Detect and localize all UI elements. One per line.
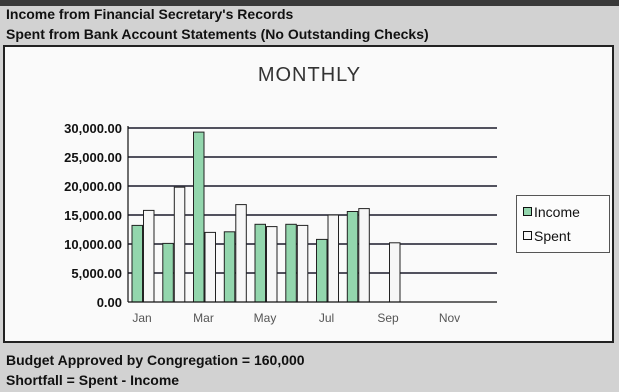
bar-income xyxy=(346,211,359,303)
chart-title: MONTHLY xyxy=(257,64,362,86)
bar-spent xyxy=(296,224,309,303)
bar-spent xyxy=(235,204,247,303)
x-tick-label: Sep xyxy=(377,311,399,325)
header-line-2: Spent from Bank Account Statements (No O… xyxy=(6,26,429,42)
y-tick-label: 5,000.00 xyxy=(71,266,122,281)
bar-spent xyxy=(327,214,339,303)
bar-income xyxy=(193,131,205,303)
bar-spent xyxy=(266,226,278,303)
y-tick-label: 0.00 xyxy=(97,295,122,310)
bar-spent xyxy=(204,231,216,303)
scan-edge xyxy=(0,0,619,6)
x-tick-label: Jan xyxy=(132,311,151,325)
bar-income xyxy=(316,238,328,303)
legend-swatch-spent xyxy=(523,231,532,240)
bar-income xyxy=(162,242,174,303)
bar-spent xyxy=(358,208,370,303)
y-tick-label: 25,000.00 xyxy=(64,150,122,165)
chart-legend: Income Spent xyxy=(516,195,610,253)
bar-income xyxy=(131,224,143,303)
bar-income xyxy=(254,223,266,303)
bar-income xyxy=(223,231,236,303)
bar-spent xyxy=(143,209,155,303)
legend-swatch-income xyxy=(523,207,532,216)
bar-spent xyxy=(389,242,401,303)
legend-label-income: Income xyxy=(534,204,580,220)
y-tick-label: 10,000.00 xyxy=(64,237,122,252)
legend-label-spent: Spent xyxy=(534,228,571,244)
legend-item-spent: Spent xyxy=(523,228,571,244)
x-tick-label: Mar xyxy=(193,311,214,325)
footer-budget: Budget Approved by Congregation = 160,00… xyxy=(6,352,305,368)
x-tick-label: Nov xyxy=(439,311,460,325)
bar-spent xyxy=(173,186,186,303)
bar-income xyxy=(285,223,297,303)
header-line-1: Income from Financial Secretary's Record… xyxy=(6,6,294,22)
x-tick-label: Jul xyxy=(319,311,334,325)
y-tick-label: 15,000.00 xyxy=(64,208,122,223)
chart-panel xyxy=(3,45,614,343)
x-tick-label: May xyxy=(254,311,277,325)
y-tick-label: 20,000.00 xyxy=(64,179,122,194)
footer-shortfall: Shortfall = Spent - Income xyxy=(6,372,180,388)
y-tick-label: 30,000.00 xyxy=(64,121,122,136)
legend-item-income: Income xyxy=(523,204,580,220)
